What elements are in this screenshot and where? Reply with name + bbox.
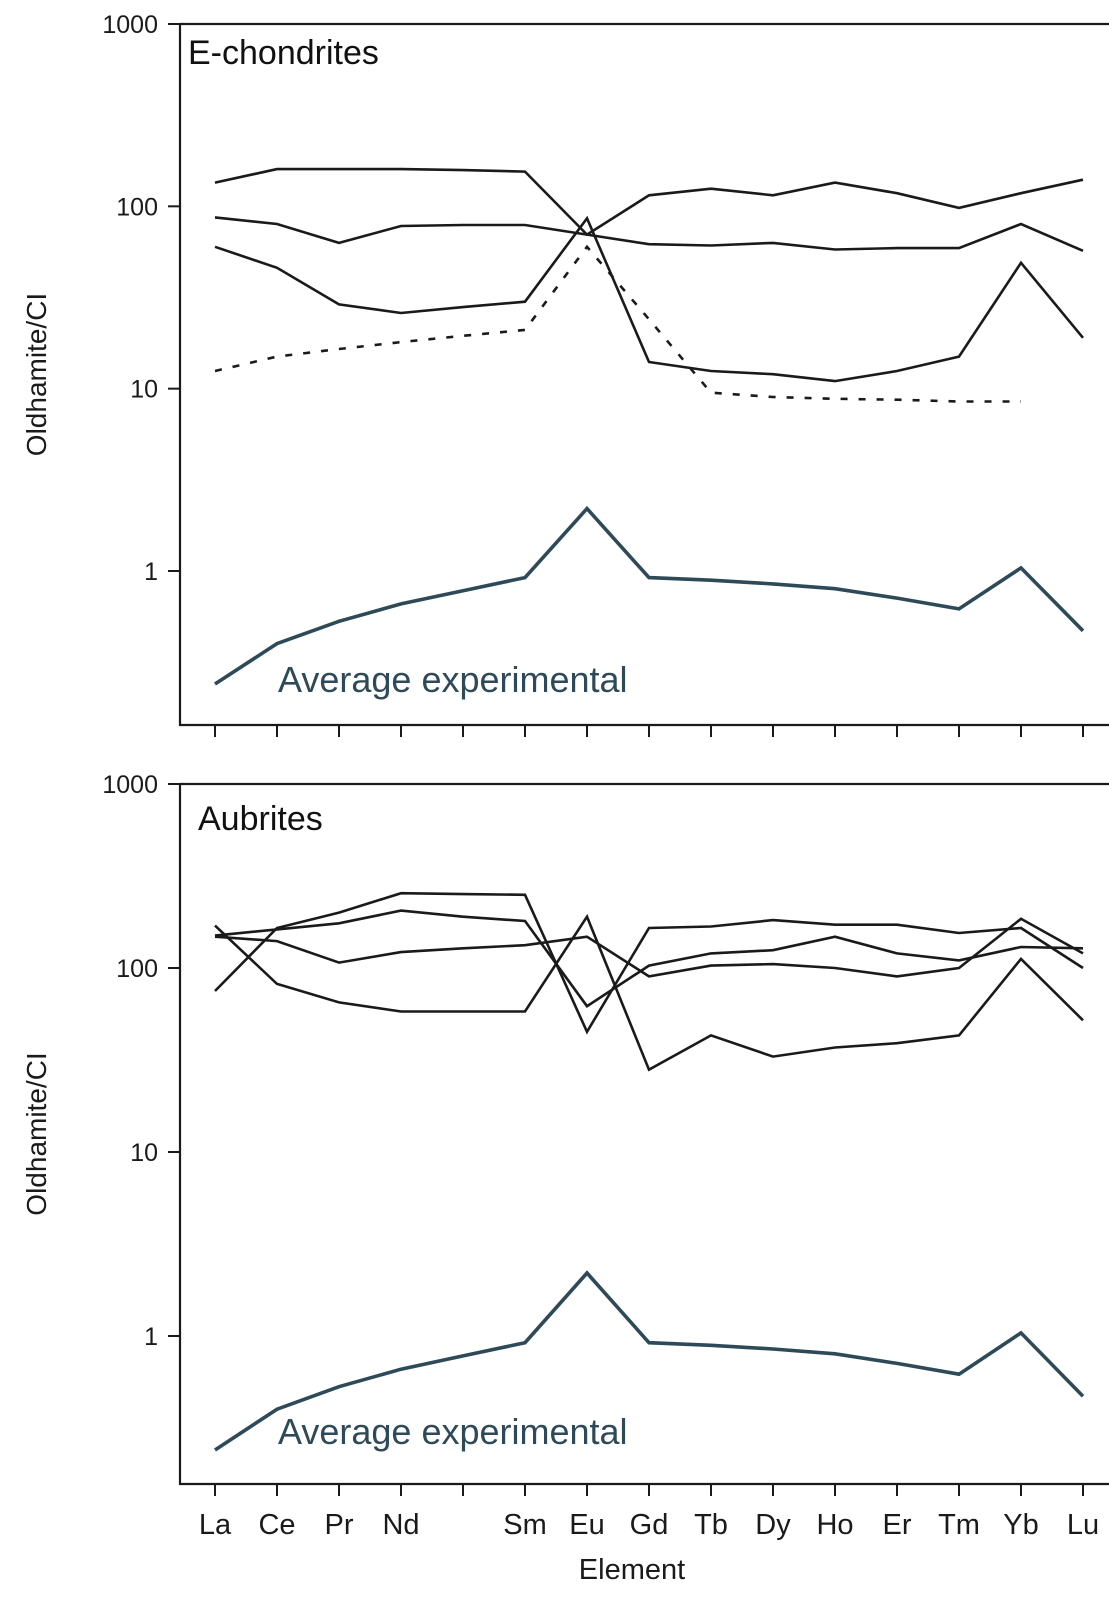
x-tick-label-er: Er (883, 1509, 912, 1541)
y-tick-label: 1000 (102, 771, 158, 799)
average-experimental-annotation: Average experimental (278, 659, 628, 700)
x-tick-label-eu: Eu (569, 1509, 604, 1541)
y-axis-label: Oldhamite/CI (21, 1052, 52, 1215)
x-tick-label-dy: Dy (755, 1509, 791, 1541)
series-line-2 (214, 216, 1084, 252)
y-tick-label: 100 (116, 955, 158, 983)
aubrites-panel: 1 10 100 1000 La Ce Pr Nd Sm Eu Gd Tb Dy Ho Er Tm Yb Lu Ol… (21, 771, 1109, 1586)
panel-title: Aubrites (198, 800, 323, 838)
average-experimental-annotation: Average experimental (278, 1411, 628, 1452)
series-line-2 (214, 909, 1084, 1008)
x-tick-label-pr: Pr (325, 1509, 354, 1541)
y-tick-label: 1 (144, 1323, 158, 1351)
x-tick-label-yb: Yb (1003, 1509, 1038, 1541)
panel-title: E-chondrites (188, 34, 379, 72)
y-tick-label: 10 (130, 1139, 158, 1167)
x-tick-label-ce: Ce (258, 1509, 295, 1541)
x-tick-label-lu: Lu (1067, 1509, 1099, 1541)
y-tick-label: 10 (130, 376, 158, 404)
x-tick-label-nd: Nd (382, 1509, 419, 1541)
x-tick-label-tb: Tb (694, 1509, 728, 1541)
x-tick-label-tm: Tm (938, 1509, 980, 1541)
y-tick-label: 100 (116, 193, 158, 221)
x-tick-label-gd: Gd (630, 1509, 669, 1541)
x-tick-label-sm: Sm (503, 1509, 547, 1541)
e-chondrites-panel: 1 10 100 1000 Oldhamite/CI E-chondrites Averag… (21, 11, 1109, 737)
average-experimental-line (214, 1270, 1085, 1452)
series-line-4 (214, 913, 1084, 1072)
average-experimental-line (214, 505, 1085, 686)
series-line-3 (214, 215, 1085, 383)
axes-frame (178, 782, 1109, 1486)
y-tick-label: 1000 (102, 11, 158, 39)
y-tick-label: 1 (144, 558, 158, 586)
series-line-1 (214, 891, 1084, 1035)
series-line-4 (214, 244, 1021, 403)
x-tick-label-ho: Ho (816, 1509, 853, 1541)
axes-frame (178, 22, 1109, 727)
series-line-3 (214, 917, 1084, 978)
x-tick-label-la: La (199, 1509, 232, 1541)
y-axis-label: Oldhamite/CI (21, 293, 52, 456)
series-line-1 (214, 167, 1084, 237)
x-axis-label: Element (579, 1554, 685, 1586)
